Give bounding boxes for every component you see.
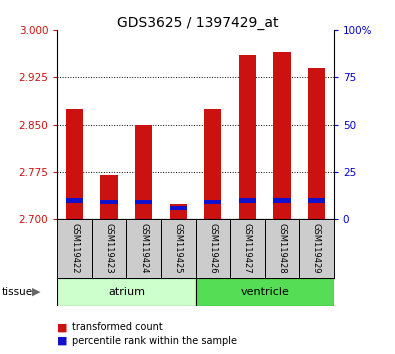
Text: ventricle: ventricle <box>240 287 289 297</box>
Bar <box>196 219 230 278</box>
Bar <box>169 206 187 210</box>
Text: GSM119429: GSM119429 <box>312 223 321 274</box>
Bar <box>204 109 222 219</box>
Bar <box>126 219 161 278</box>
Bar <box>273 198 291 203</box>
Bar <box>169 204 187 219</box>
Text: atrium: atrium <box>108 287 145 297</box>
Bar <box>100 175 118 219</box>
Bar <box>308 198 325 203</box>
Text: GSM119422: GSM119422 <box>70 223 79 274</box>
Bar <box>92 219 126 278</box>
Bar <box>66 198 83 203</box>
Bar <box>135 125 152 219</box>
Bar <box>135 200 152 204</box>
Text: ■: ■ <box>57 336 68 346</box>
Text: ▶: ▶ <box>32 287 41 297</box>
Bar <box>57 278 196 306</box>
Text: transformed count: transformed count <box>72 322 163 332</box>
Text: tissue: tissue <box>2 287 33 297</box>
Bar <box>273 52 291 219</box>
Text: ■: ■ <box>57 322 68 332</box>
Bar <box>204 200 222 204</box>
Text: GSM119423: GSM119423 <box>105 223 114 274</box>
Bar <box>308 68 325 219</box>
Bar <box>57 219 92 278</box>
Bar <box>239 198 256 203</box>
Text: GSM119424: GSM119424 <box>139 223 148 274</box>
Bar <box>161 219 196 278</box>
Text: GSM119425: GSM119425 <box>174 223 183 274</box>
Text: GSM119426: GSM119426 <box>208 223 217 274</box>
Bar <box>66 109 83 219</box>
Text: percentile rank within the sample: percentile rank within the sample <box>72 336 237 346</box>
Bar <box>230 219 265 278</box>
Bar <box>100 200 118 204</box>
Text: GSM119427: GSM119427 <box>243 223 252 274</box>
Bar <box>239 55 256 219</box>
Bar <box>196 278 334 306</box>
Bar <box>299 219 334 278</box>
Text: GDS3625 / 1397429_at: GDS3625 / 1397429_at <box>117 16 278 30</box>
Bar <box>265 219 299 278</box>
Text: GSM119428: GSM119428 <box>277 223 286 274</box>
